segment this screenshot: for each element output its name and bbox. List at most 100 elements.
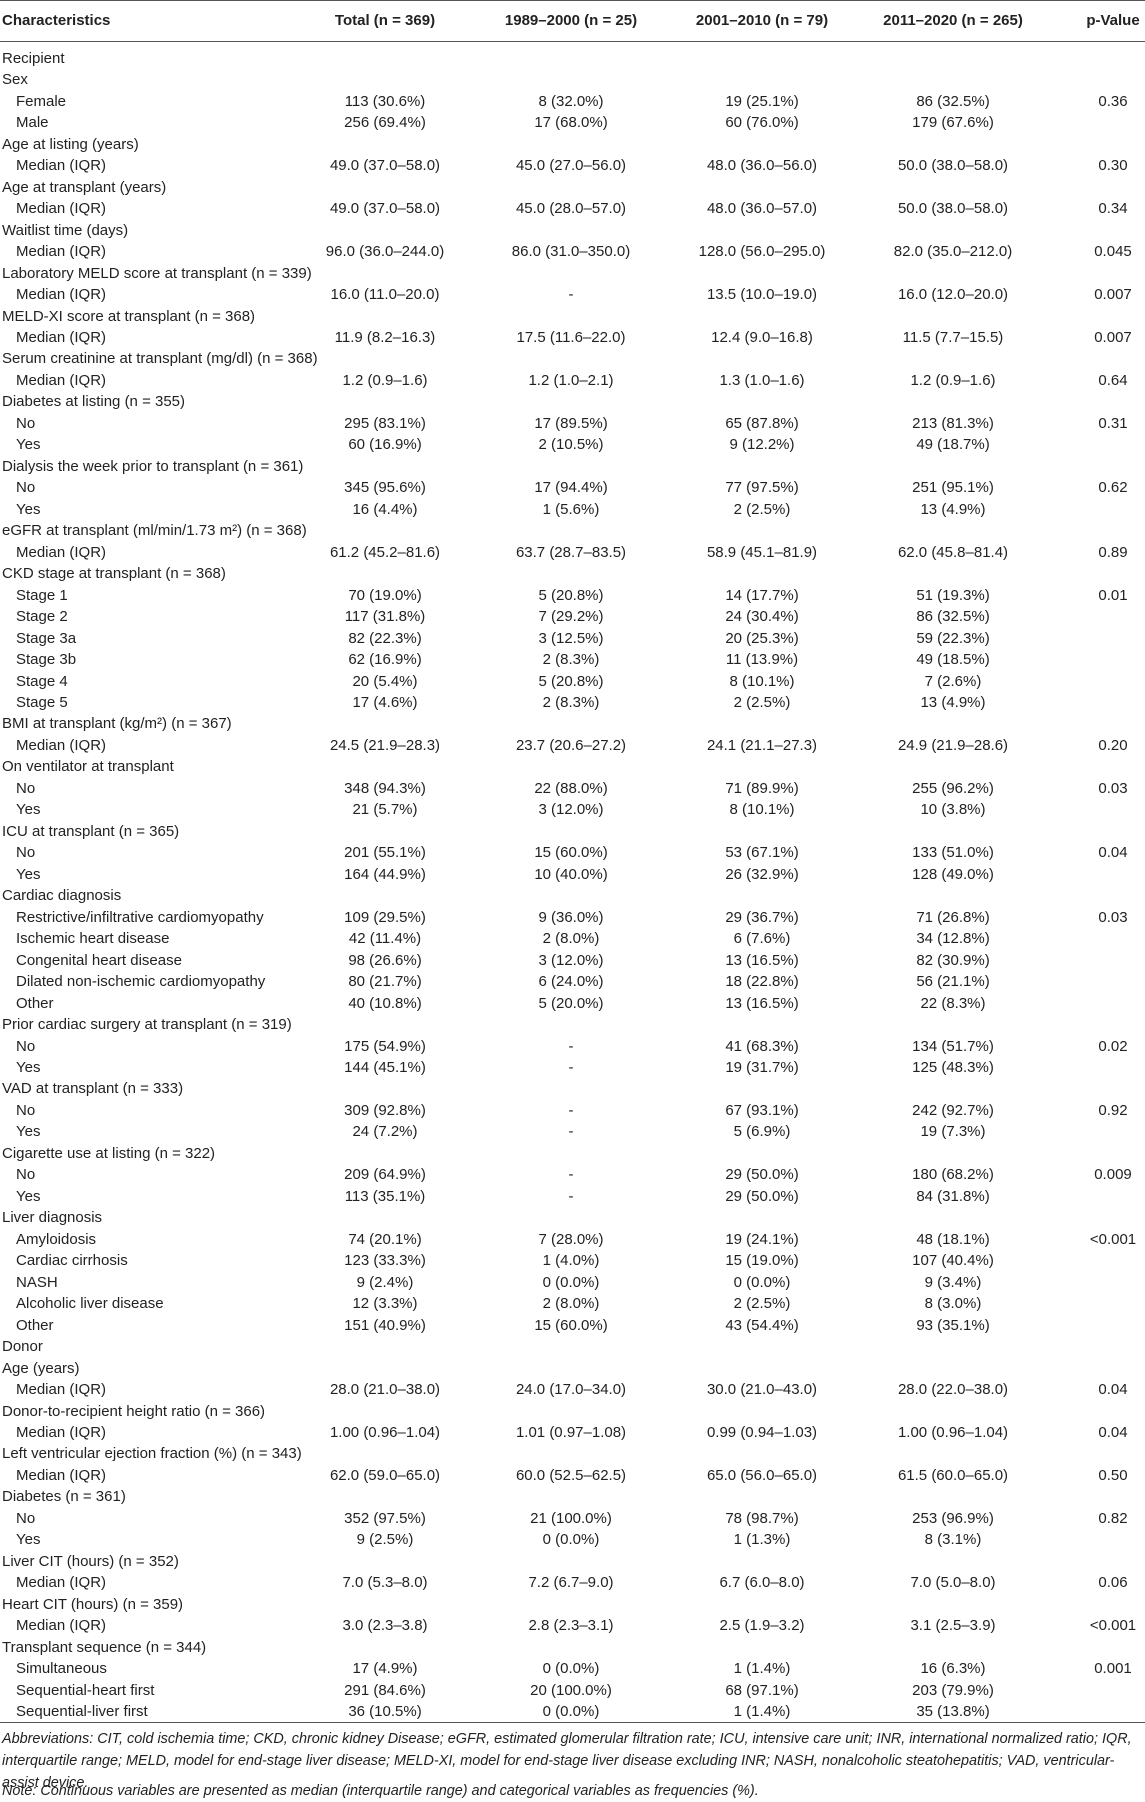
cell: 15 (60.0%) <box>534 844 608 862</box>
cell: 86 (32.5%) <box>916 92 990 110</box>
cell: 62.0 (59.0–65.0) <box>329 1466 441 1484</box>
bottom-rule <box>0 1722 1145 1723</box>
cell: 209 (64.9%) <box>344 1166 426 1184</box>
cell: 49 (18.7%) <box>916 436 990 454</box>
row-label: Ischemic heart disease <box>16 930 170 948</box>
column-header: Characteristics <box>2 12 111 29</box>
cell: 151 (40.9%) <box>344 1316 426 1334</box>
cell: 11.9 (8.2–16.3) <box>334 329 436 346</box>
row-label: Simultaneous <box>16 1660 107 1678</box>
cell: - <box>568 1187 574 1205</box>
cell: 1.2 (0.9–1.6) <box>342 371 428 389</box>
row-label: Restrictive/infiltrative cardiomyopathy <box>16 908 264 926</box>
cell: 16.0 (11.0–20.0) <box>330 286 440 304</box>
group-label: Transplant sequence (n = 344) <box>2 1638 207 1656</box>
cell: 345 (95.6%) <box>344 479 426 497</box>
column-header: Total (n = 369) <box>334 12 436 29</box>
cell: 48.0 (36.0–56.0) <box>706 157 818 175</box>
row-label: Median (IQR) <box>16 371 107 389</box>
cell: 49 (18.5%) <box>916 651 990 669</box>
cell: 9 (36.0%) <box>538 908 604 926</box>
row-label: Congenital heart disease <box>16 951 182 969</box>
cell: 86.0 (31.0–350.0) <box>511 243 631 261</box>
abbreviations: Abbreviations: CIT, cold ischemia time; … <box>2 1731 1132 1791</box>
row-label: Yes <box>16 1058 41 1076</box>
p-value: 0.009 <box>1094 1166 1132 1184</box>
row-label: Median (IQR) <box>16 1574 107 1592</box>
row-label: No <box>16 844 36 862</box>
cell: 28.0 (22.0–38.0) <box>897 1381 1009 1399</box>
p-value: 0.045 <box>1094 243 1132 261</box>
p-value: 0.92 <box>1098 1101 1128 1119</box>
cell: 62 (16.9%) <box>348 651 422 669</box>
p-value: 0.50 <box>1098 1466 1128 1484</box>
cell: 7.2 (6.7–9.0) <box>528 1574 614 1592</box>
cell: 255 (96.2%) <box>912 779 994 797</box>
cell: 6 (24.0%) <box>538 973 604 991</box>
cell: 9 (12.2%) <box>729 436 795 454</box>
cell: 13 (16.5%) <box>725 951 799 969</box>
cell: 24 (30.4%) <box>725 608 799 626</box>
cell: 12 (3.3%) <box>352 1295 418 1313</box>
group-label: ICU at transplant (n = 365) <box>2 822 180 840</box>
cell: 352 (97.5%) <box>344 1509 426 1527</box>
cell: - <box>568 1123 574 1141</box>
cell: 29 (36.7%) <box>725 908 799 926</box>
cell: 86 (32.5%) <box>916 608 990 626</box>
cell: 7.0 (5.0–8.0) <box>910 1574 996 1592</box>
cell: 67 (93.1%) <box>725 1101 799 1119</box>
cell: 29 (50.0%) <box>725 1187 799 1205</box>
row-label: Stage 5 <box>16 694 68 711</box>
p-value: 0.20 <box>1098 736 1128 754</box>
row-label: Median (IQR) <box>16 243 107 261</box>
cell: 2 (8.3%) <box>542 651 600 669</box>
p-value: 0.01 <box>1098 586 1128 604</box>
cell: 10 (40.0%) <box>534 865 608 883</box>
cell: 17 (89.5%) <box>534 414 608 432</box>
cell: 58.9 (45.1–81.9) <box>706 543 818 561</box>
group-label: Prior cardiac surgery at transplant (n =… <box>2 1016 292 1034</box>
cell: 5 (20.0%) <box>538 994 604 1012</box>
cell: 180 (68.2%) <box>912 1166 994 1184</box>
cell: 203 (79.9%) <box>912 1681 994 1699</box>
cell: 40 (10.8%) <box>348 994 422 1012</box>
p-value: 0.64 <box>1098 371 1128 389</box>
cell: 34 (12.8%) <box>916 930 990 948</box>
cell: 24.1 (21.1–27.3) <box>706 736 818 754</box>
group-label: BMI at transplant (kg/m²) (n = 367) <box>2 715 232 733</box>
cell: 36 (10.5%) <box>348 1703 422 1721</box>
cell: 20 (100.0%) <box>530 1681 612 1699</box>
cell: 11.5 (7.7–15.5) <box>902 329 1004 346</box>
row-label: No <box>16 1166 36 1184</box>
cell: 82 (22.3%) <box>348 629 422 647</box>
cell: 2 (2.5%) <box>733 500 791 518</box>
cell: 15 (19.0%) <box>725 1252 799 1270</box>
group-label: MELD-XI score at transplant (n = 368) <box>2 307 256 325</box>
p-value: 0.04 <box>1098 844 1128 862</box>
row-label: No <box>16 1037 36 1055</box>
row-label: No <box>16 1509 36 1527</box>
cell: 5 (20.8%) <box>538 586 604 604</box>
group-label: On ventilator at transplant <box>2 758 174 776</box>
cell: 175 (54.9%) <box>344 1037 426 1055</box>
cell: 0.99 (0.94–1.03) <box>706 1423 818 1441</box>
row-label: Yes <box>16 801 41 819</box>
cell: 24.0 (17.0–34.0) <box>515 1381 627 1399</box>
group-label: Left ventricular ejection fraction (%) (… <box>2 1445 302 1463</box>
cell: - <box>568 1037 574 1055</box>
row-label: Median (IQR) <box>16 1617 107 1635</box>
cell: 8 (10.1%) <box>729 672 795 690</box>
p-value: 0.30 <box>1098 157 1128 175</box>
cell: 8 (32.0%) <box>538 92 604 110</box>
row-label: Yes <box>16 1531 41 1549</box>
cell: 251 (95.1%) <box>912 479 994 497</box>
cell: 60 (16.9%) <box>348 436 422 454</box>
cell: 2 (2.5%) <box>733 1295 791 1313</box>
group-label: Liver CIT (hours) (n = 352) <box>2 1552 179 1570</box>
cell: 113 (35.1%) <box>344 1187 426 1205</box>
p-value: 0.36 <box>1098 92 1128 110</box>
cell: 61.2 (45.2–81.6) <box>329 543 441 561</box>
p-value: 0.001 <box>1094 1660 1132 1678</box>
cell: 19 (25.1%) <box>725 92 799 110</box>
